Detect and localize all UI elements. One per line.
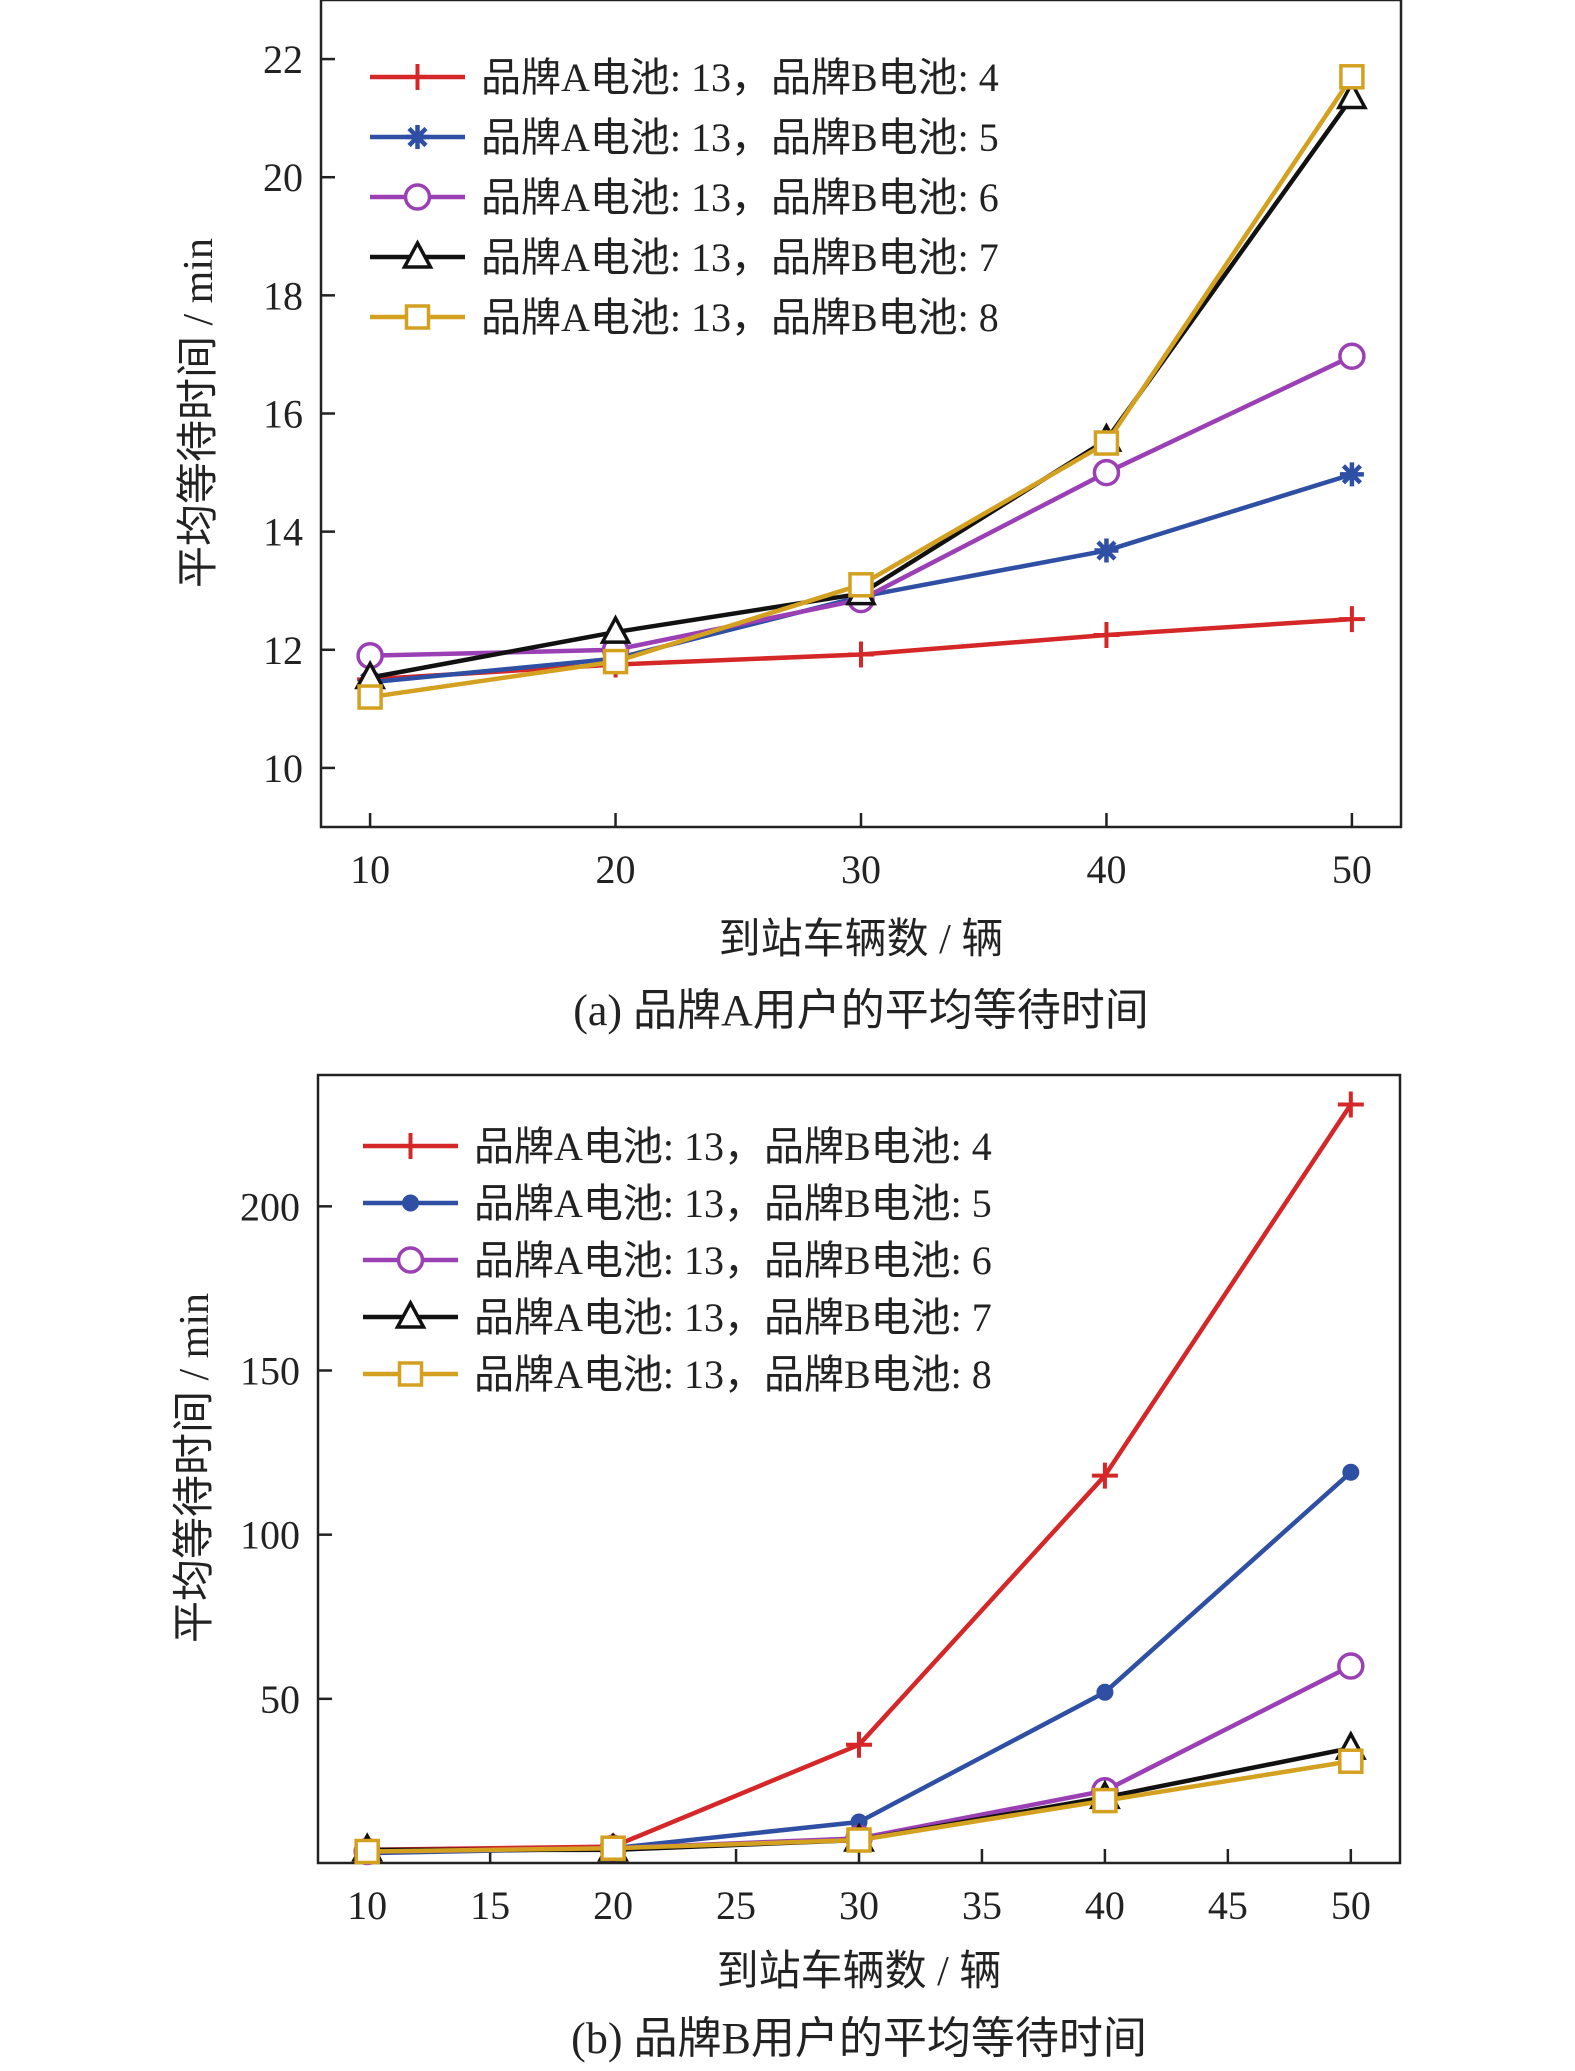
point-a-0-3 xyxy=(1093,622,1120,649)
legend-marker-a-0 xyxy=(404,64,431,90)
y-tick-label-b-2: 150 xyxy=(240,1349,300,1394)
caption-a: (a) 品牌A用户的平均等待时间 xyxy=(573,986,1149,1035)
point-b-1-4 xyxy=(1342,1463,1360,1481)
y-axis-label-b: 平均等待时间 / min xyxy=(172,1293,218,1643)
series-line-b-1 xyxy=(367,1470,1353,1856)
legend-label-b-3: 品牌A电池: 13，品牌B电池: 7 xyxy=(474,1295,992,1340)
caption-b: (b) 品牌B用户的平均等待时间 xyxy=(571,2014,1147,2063)
point-a-4-4 xyxy=(1339,64,1365,90)
x-tick-label-b-1: 15 xyxy=(470,1883,510,1928)
chart-marks-a: 10 20 30 40 50 10 12 14 16 18 20 22 xyxy=(263,37,1372,892)
legend-marker-a-2 xyxy=(403,183,432,211)
y-tick-label-b-3: 200 xyxy=(240,1184,300,1229)
y-tick-label-a-2: 14 xyxy=(263,510,303,555)
y-tick-label-b-1: 100 xyxy=(240,1513,300,1558)
legend-label-a-0: 品牌A电池: 13，品牌B电池: 4 xyxy=(481,55,999,100)
legend-marker-b-3 xyxy=(394,1299,427,1329)
x-tick-label-a-4: 50 xyxy=(1332,847,1372,892)
chart-marks-b: 10 15 20 25 30 35 40 45 50 50 100 150 200 xyxy=(240,1091,1371,1928)
point-a-1-4 xyxy=(1339,462,1364,487)
x-tick-label-a-2: 30 xyxy=(841,847,881,892)
x-axis-label-b: 到站车辆数 / 辆 xyxy=(717,1949,1002,1995)
point-b-0-3 xyxy=(1091,1462,1118,1489)
x-tick-label-b-4: 30 xyxy=(839,1883,879,1928)
point-a-3-4 xyxy=(1335,79,1368,110)
point-b-4-3 xyxy=(1092,1787,1118,1814)
legend-marker-b-4 xyxy=(397,1361,424,1387)
chart-panel-a: 10 20 30 40 50 10 12 14 16 18 20 22 品牌A电池: 13，品牌B电池… xyxy=(176,0,1403,1035)
legend-label-a-4: 品牌A电池: 13，品牌B电池: 8 xyxy=(481,295,999,340)
x-tick-label-b-5: 35 xyxy=(962,1883,1002,1928)
point-a-4-1 xyxy=(602,648,629,675)
point-b-4-0 xyxy=(354,1838,380,1865)
point-b-1-3 xyxy=(1096,1683,1114,1701)
point-b-4-2 xyxy=(846,1827,872,1853)
point-a-4-2 xyxy=(848,572,874,598)
x-tick-label-b-8: 50 xyxy=(1331,1883,1371,1928)
legend-marker-a-4 xyxy=(404,304,431,330)
legend-label-b-1: 品牌A电池: 13，品牌B电池: 5 xyxy=(474,1181,992,1226)
x-tick-label-a-0: 10 xyxy=(350,847,390,892)
legend-label-a-3: 品牌A电池: 13，品牌B电池: 7 xyxy=(481,235,999,280)
legend-b: 品牌A电池: 13，品牌B电池: 4 品牌A电池: 13，品牌B电池: 5 品牌A电… xyxy=(363,1124,992,1397)
legend-marker-b-2 xyxy=(396,1246,425,1274)
legend-marker-a-1 xyxy=(405,125,430,149)
x-axis-label-a: 到站车辆数 / 辆 xyxy=(719,917,1004,963)
legend-label-b-4: 品牌A电池: 13，品牌B电池: 8 xyxy=(474,1352,992,1397)
legend-marker-a-3 xyxy=(401,239,434,269)
x-tick-label-b-3: 25 xyxy=(716,1883,756,1928)
legend-marker-b-0 xyxy=(397,1133,424,1159)
point-a-1-3 xyxy=(1094,538,1119,563)
y-tick-label-a-1: 12 xyxy=(263,628,303,673)
point-b-4-4 xyxy=(1338,1748,1364,1774)
legend-a: 品牌A电池: 13，品牌B电池: 4 品牌A电池: 13，品牌B电池: 5 品牌A电… xyxy=(370,55,999,340)
y-tick-label-a-5: 20 xyxy=(263,155,303,200)
point-a-4-0 xyxy=(357,684,383,710)
point-a-2-4 xyxy=(1338,342,1366,370)
point-a-0-2 xyxy=(848,641,874,668)
legend-label-a-2: 品牌A电池: 13，品牌B电池: 6 xyxy=(481,175,999,220)
y-tick-label-a-3: 16 xyxy=(263,392,303,437)
point-a-4-3 xyxy=(1093,430,1120,456)
point-a-0-4 xyxy=(1338,606,1365,633)
point-b-0-2 xyxy=(846,1731,872,1758)
x-tick-label-b-2: 20 xyxy=(593,1883,633,1928)
y-axis-label-a: 平均等待时间 / min xyxy=(176,238,222,588)
x-tick-label-a-1: 20 xyxy=(596,847,636,892)
y-tick-label-b-0: 50 xyxy=(260,1677,300,1722)
x-tick-label-b-7: 45 xyxy=(1208,1883,1248,1928)
point-a-3-1 xyxy=(599,614,632,644)
legend-label-b-0: 品牌A电池: 13，品牌B电池: 4 xyxy=(474,1124,992,1169)
point-b-2-4 xyxy=(1337,1652,1365,1680)
point-b-0-4 xyxy=(1337,1091,1364,1118)
y-tick-label-a-0: 10 xyxy=(263,746,303,791)
y-tick-label-a-6: 22 xyxy=(263,37,303,82)
legend-marker-b-1 xyxy=(402,1194,419,1212)
y-tick-label-a-4: 18 xyxy=(263,273,303,318)
x-tick-label-b-6: 40 xyxy=(1085,1883,1125,1928)
chart-panel-b: 10 15 20 25 30 35 40 45 50 50 100 150 200 品牌A电池: 13，… xyxy=(172,1073,1402,2063)
point-a-2-3 xyxy=(1092,458,1121,487)
legend-label-a-1: 品牌A电池: 13，品牌B电池: 5 xyxy=(481,115,999,160)
legend-label-b-2: 品牌A电池: 13，品牌B电池: 6 xyxy=(474,1238,992,1283)
x-tick-label-a-3: 40 xyxy=(1086,847,1126,892)
point-b-4-1 xyxy=(600,1835,626,1861)
x-tick-label-b-0: 10 xyxy=(347,1883,387,1928)
